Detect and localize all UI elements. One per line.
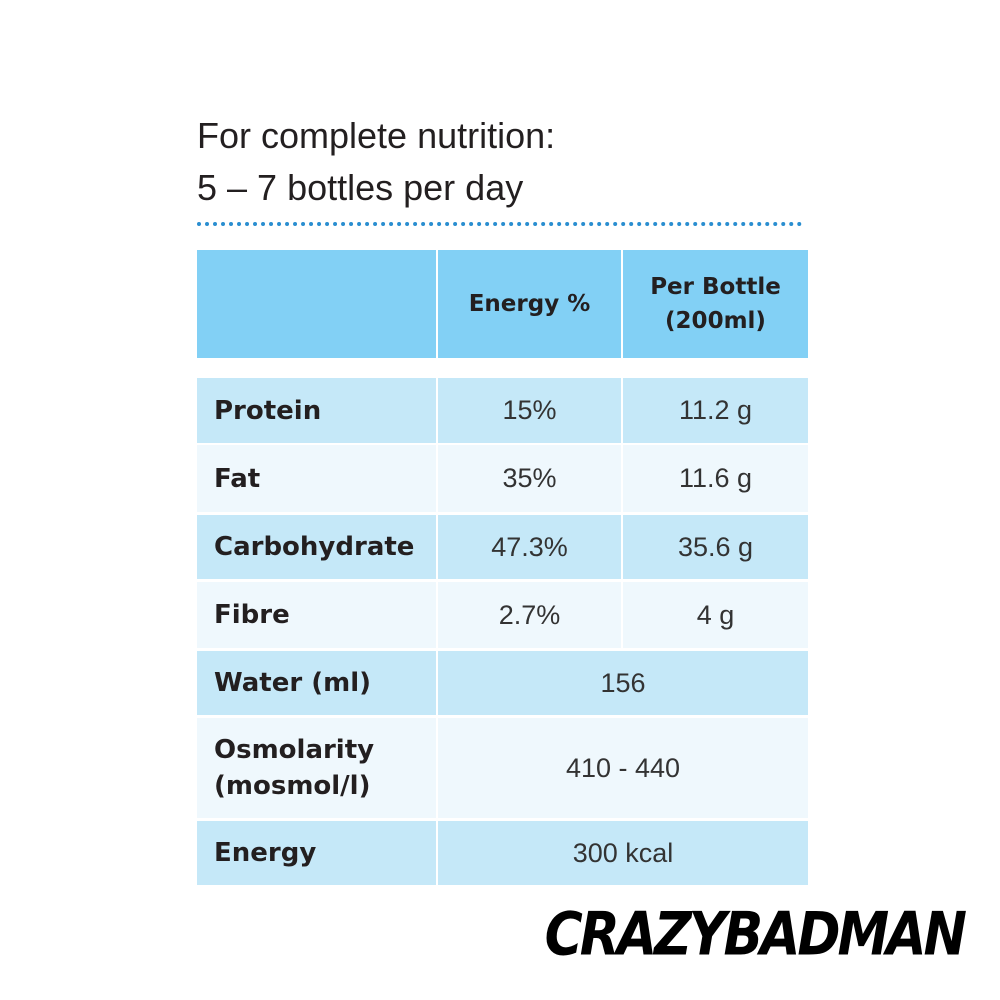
header-cell: Per Bottle (200ml) — [623, 250, 808, 358]
title-line: 5 – 7 bottles per day — [197, 167, 524, 208]
cell: 300 kcal — [438, 821, 808, 885]
header-cell: Energy % — [438, 250, 621, 358]
row-label: Protein — [197, 378, 436, 443]
row-label: Water (ml) — [197, 651, 436, 715]
title: For complete nutrition: 5 – 7 bottles pe… — [197, 110, 555, 214]
cell: 35% — [438, 445, 621, 512]
row-label: Fibre — [197, 582, 436, 648]
row-label: Fat — [197, 445, 436, 512]
cell: 156 — [438, 651, 808, 715]
cell: 15% — [438, 378, 621, 443]
title-line: For complete nutrition: — [197, 115, 556, 156]
header-cell — [197, 250, 436, 358]
row-label: Carbohydrate — [197, 515, 436, 579]
cell: 47.3% — [438, 515, 621, 579]
cell: 2.7% — [438, 582, 621, 648]
cell: 4 g — [623, 582, 808, 648]
cell: 35.6 g — [623, 515, 808, 579]
row-label: Energy — [197, 821, 436, 885]
cell: 410 - 440 — [438, 718, 808, 818]
watermark: CRAZYBADMAN — [544, 900, 967, 970]
row-label: Osmolarity (mosmol/l) — [197, 718, 436, 818]
divider — [197, 222, 802, 226]
cell: 11.2 g — [623, 378, 808, 443]
cell: 11.6 g — [623, 445, 808, 512]
